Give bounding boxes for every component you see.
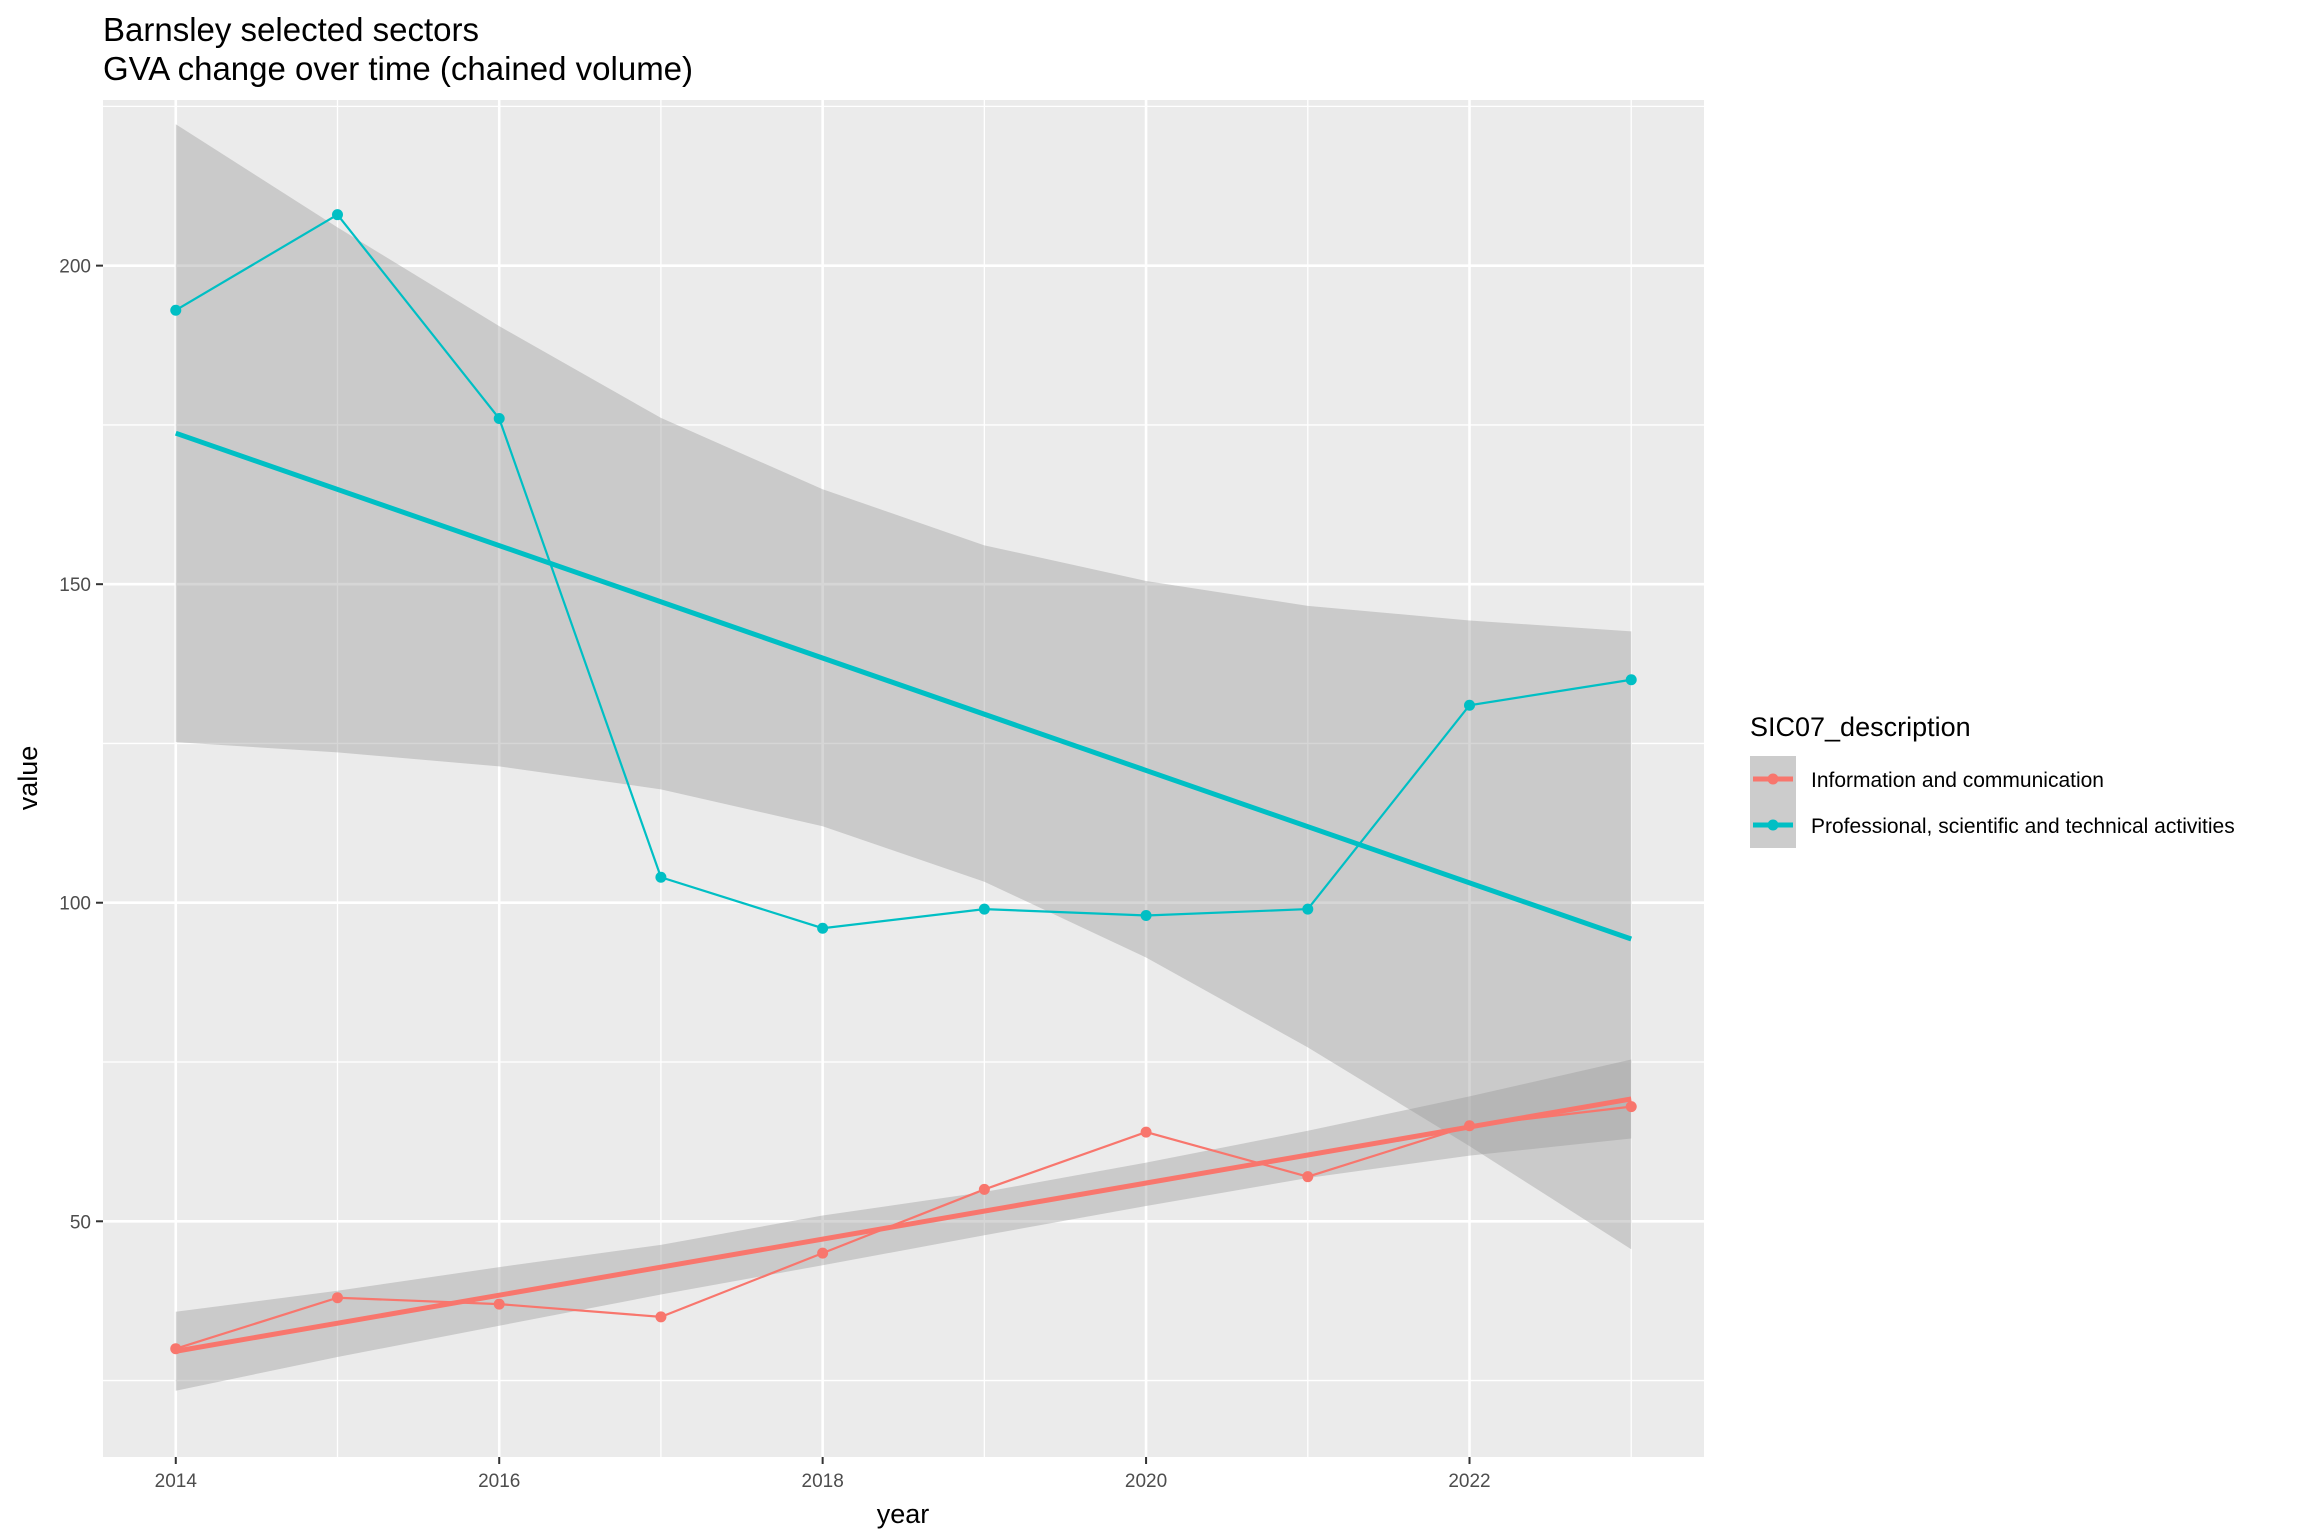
legend-item-professional: Professional, scientific and technical a… [1750,802,2235,848]
data-point [817,1247,829,1259]
series-lines [175,213,1632,1350]
data-point [655,1311,667,1323]
y-tick-label: 150 [59,575,91,596]
legend-title: SIC07_description [1750,712,1971,742]
data-point [978,903,990,915]
legend-label-professional: Professional, scientific and technical a… [1811,815,2235,838]
data-point [170,1343,182,1355]
data-point [331,209,343,221]
data-point [1302,1171,1314,1183]
grid-minor [103,100,1704,1457]
data-point [493,1298,505,1310]
data-point [817,922,829,934]
x-tick-label: 2020 [1125,1471,1167,1492]
y-tick-label: 100 [59,894,91,915]
y-axis-ticks: 50 100 150 200 [59,257,103,1233]
series-points [170,209,1637,1355]
y-tick-label: 200 [59,257,91,278]
trend-line-0 [175,1096,1632,1354]
x-axis-title: year [877,1499,930,1529]
x-tick-label: 2016 [478,1471,520,1492]
y-tick-label: 50 [70,1212,91,1233]
series-line-0 [175,1105,1632,1350]
x-tick-label: 2014 [155,1471,198,1492]
data-point [1625,674,1637,686]
data-point [170,304,182,316]
y-axis-title: value [13,746,43,811]
legend: SIC07_description Information and commun… [1750,712,2235,848]
data-point [1464,699,1476,711]
data-point [331,1292,343,1304]
legend-label-information: Information and communication [1811,769,2104,792]
x-tick-label: 2022 [1448,1471,1490,1492]
data-point [1464,1120,1476,1132]
legend-item-information: Information and communication [1750,756,2104,802]
x-tick-label: 2018 [802,1471,844,1492]
trend-line-1 [174,430,1633,942]
x-axis-ticks: 2014 2016 2018 2020 2022 [155,1457,1491,1492]
data-point [655,871,667,883]
trend-lines [174,430,1633,1354]
chart-subtitle: GVA change over time (chained volume) [103,50,693,87]
data-point [1302,903,1314,915]
plot-panel [103,100,1704,1457]
data-point [493,413,505,425]
data-point [1140,909,1152,921]
legend-key-point-information [1767,773,1779,785]
series-line-1 [175,213,1632,930]
data-point [1140,1126,1152,1138]
legend-key-point-professional [1767,819,1779,831]
chart-title: Barnsley selected sectors [103,11,479,48]
data-point [1625,1101,1637,1113]
data-point [978,1183,990,1195]
